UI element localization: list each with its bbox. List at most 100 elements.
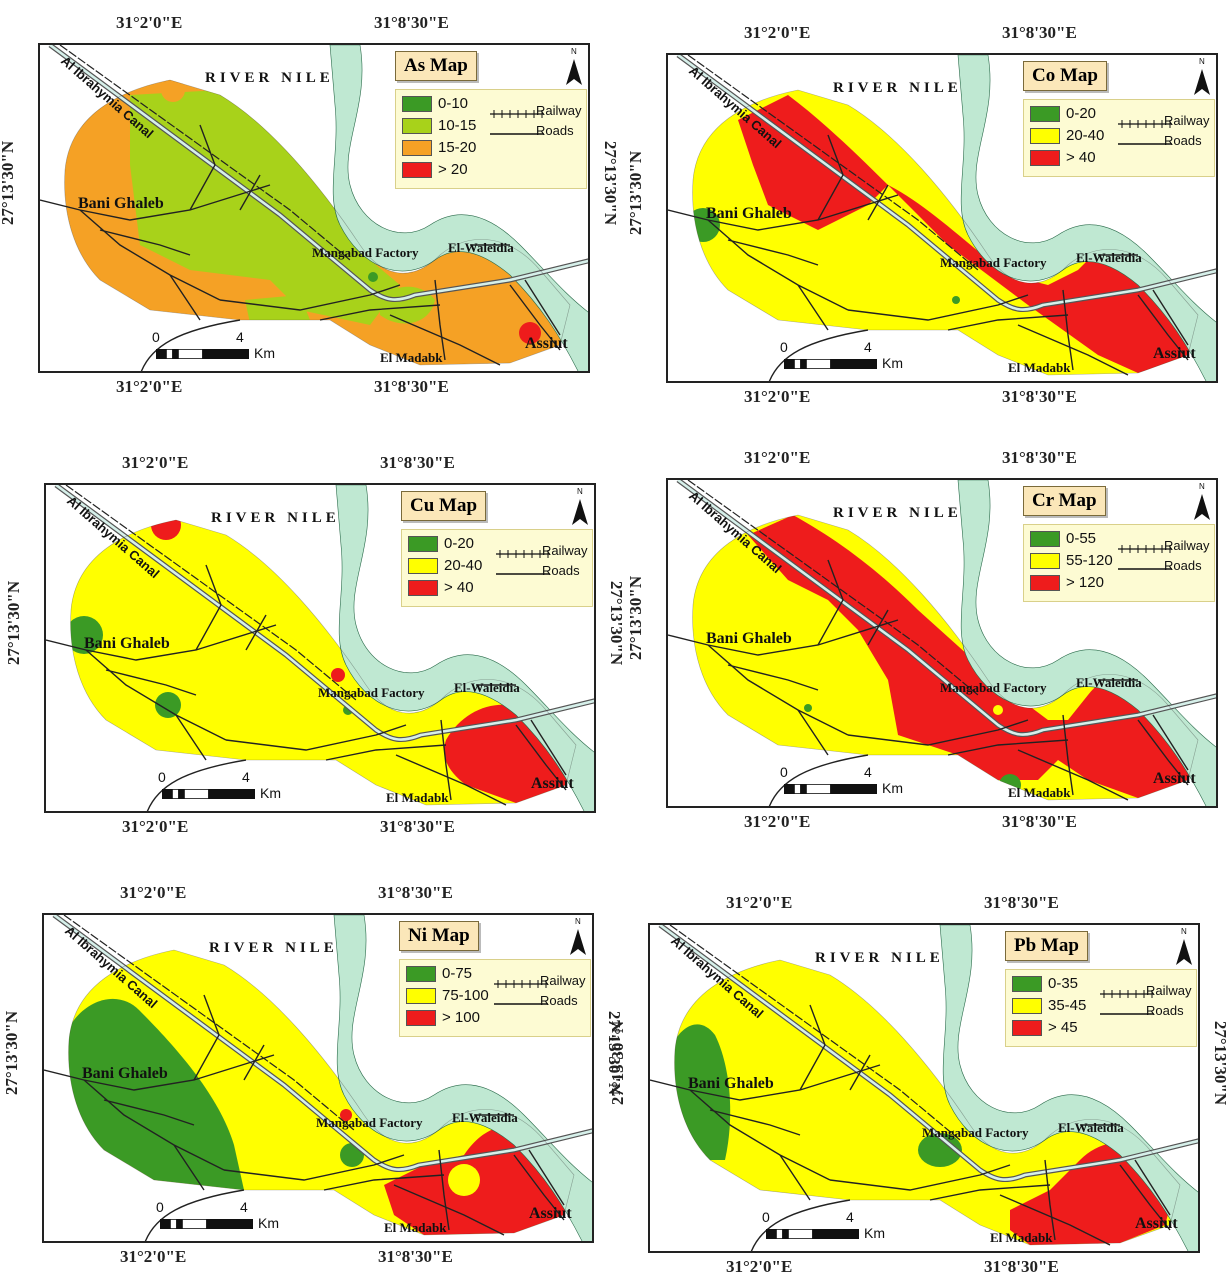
zone-above-40: [331, 668, 345, 682]
map-title: Ni Map: [399, 921, 479, 951]
scale-zero: 0: [156, 1199, 164, 1215]
legend-swatch: [406, 988, 436, 1004]
road: [239, 174, 261, 211]
river-label: RIVER NILE: [211, 510, 340, 526]
legend-swatch: [408, 536, 438, 552]
scale-four: 4: [864, 764, 872, 780]
zone-above-40: [738, 95, 1198, 373]
legend-swatch: [1030, 531, 1060, 547]
lon-label-bottom-right: 31°8'30"E: [1002, 387, 1077, 406]
road: [1062, 714, 1074, 796]
road: [524, 279, 561, 336]
road: [85, 649, 227, 741]
legend-roads-label: Roads: [542, 563, 580, 578]
scale-bar: [160, 1219, 253, 1229]
lat-label-right: 27°13'30"N: [1211, 1020, 1231, 1106]
place-el-waleidia: El-Waleidia: [448, 240, 514, 255]
road: [1044, 1159, 1056, 1241]
legend-line-symbols: [1100, 990, 1154, 1015]
road: [530, 719, 567, 776]
lon-label-top-right: 31°8'30"E: [1002, 23, 1077, 42]
legend-line-symbols: [1118, 545, 1172, 570]
lat-label-right: 27°13'30"N: [601, 140, 621, 226]
legend-label: 0-10: [438, 95, 469, 112]
study-area-outline: [692, 514, 1199, 801]
legend-railway-label: Railway: [1164, 113, 1210, 128]
road: [1137, 719, 1189, 786]
zone-0-55: [804, 704, 812, 712]
legend-railway-label: Railway: [1164, 538, 1210, 553]
north-label: N: [1199, 482, 1205, 491]
road: [947, 739, 1069, 756]
legend-swatch: [1030, 575, 1060, 591]
legend-railway-label: Railway: [1146, 983, 1192, 998]
legend-roads-label: Roads: [536, 123, 574, 138]
legend-swatch: [408, 558, 438, 574]
road: [99, 229, 191, 256]
place-el-madabk: El Madabk: [380, 350, 443, 365]
legend-label: > 40: [1066, 149, 1096, 166]
zone-15-20: [161, 80, 185, 102]
legend-label: 75-100: [442, 987, 489, 1004]
scale-unit: Km: [864, 1225, 885, 1241]
lon-label-top-left: 31°2'0"E: [726, 893, 793, 912]
legend-label: 10-15: [438, 117, 477, 134]
scale-four: 4: [240, 1199, 248, 1215]
legend-line-symbols: [1118, 120, 1172, 145]
road: [389, 314, 501, 366]
zone-above-120: [748, 515, 1198, 798]
road: [929, 1184, 1051, 1201]
road: [83, 1079, 225, 1171]
north-arrow-icon: [572, 499, 588, 525]
place-bani-ghaleb: Bani Ghaleb: [84, 635, 170, 652]
zone-0-20: [952, 296, 960, 304]
road: [528, 1149, 565, 1206]
place-mangabad-factory: Mangabad Factory: [940, 255, 1047, 270]
scale-four: 4: [864, 339, 872, 355]
legend: 0-75 75-100 > 100 Railway Roads: [399, 959, 591, 1037]
map-frame: RIVER NILE Al Ibrahymia Canal Bani Ghaleb M…: [648, 923, 1200, 1253]
road: [513, 1154, 565, 1221]
legend-swatch: [1030, 128, 1060, 144]
map-panel-as: 31°2'0"E 31°8'30"E 31°2'0"E 31°8'30"E 27°13'…: [0, 0, 620, 400]
river-label: RIVER NILE: [205, 70, 334, 86]
road: [867, 609, 889, 646]
lat-label-right: 27°13'30"N: [1229, 575, 1232, 661]
scale-unit: Km: [882, 780, 903, 796]
road: [223, 1154, 405, 1181]
legend-label: 0-20: [1066, 105, 1097, 122]
river-nile: [957, 55, 1216, 381]
legend-swatch: [1012, 998, 1042, 1014]
road: [849, 1054, 871, 1091]
legend-line-symbols: [490, 110, 544, 135]
legend-label: 0-75: [442, 965, 473, 982]
legend-label: 0-20: [444, 535, 475, 552]
map-title: Co Map: [1023, 61, 1107, 91]
scale-unit: Km: [258, 1215, 279, 1231]
canal: [677, 480, 1216, 736]
railway-line: [65, 485, 357, 701]
road: [225, 724, 407, 751]
zone-0-75: [68, 998, 244, 1190]
legend-swatch: [1030, 553, 1060, 569]
railway-line: [63, 915, 355, 1131]
lon-label-top-left: 31°2'0"E: [116, 13, 183, 32]
scale-bar: [766, 1229, 859, 1239]
lat-label-left: 27°13'30"N: [608, 1020, 628, 1106]
lon-label-bottom-left: 31°2'0"E: [726, 1257, 793, 1276]
road: [434, 279, 446, 361]
place-el-waleidia: El-Waleidia: [1058, 1120, 1124, 1135]
zone-0-20: [155, 692, 181, 718]
place-bani-ghaleb: Bani Ghaleb: [78, 195, 164, 212]
legend: 0-20 20-40 > 40 Railway Roads: [401, 529, 593, 607]
road: [393, 1184, 505, 1236]
road: [146, 759, 247, 811]
map-canvas: [668, 480, 1216, 806]
legend-label: 35-45: [1048, 997, 1087, 1014]
road: [847, 719, 1029, 746]
scale-bar: [156, 349, 249, 359]
lon-label-bottom-right: 31°8'30"E: [1002, 812, 1077, 831]
lon-label-bottom-left: 31°2'0"E: [744, 387, 811, 406]
place-assiut: Assiut: [1153, 770, 1196, 787]
map-frame: RIVER NILE Al Ibrahymia Canal Bani Ghaleb M…: [666, 478, 1218, 808]
